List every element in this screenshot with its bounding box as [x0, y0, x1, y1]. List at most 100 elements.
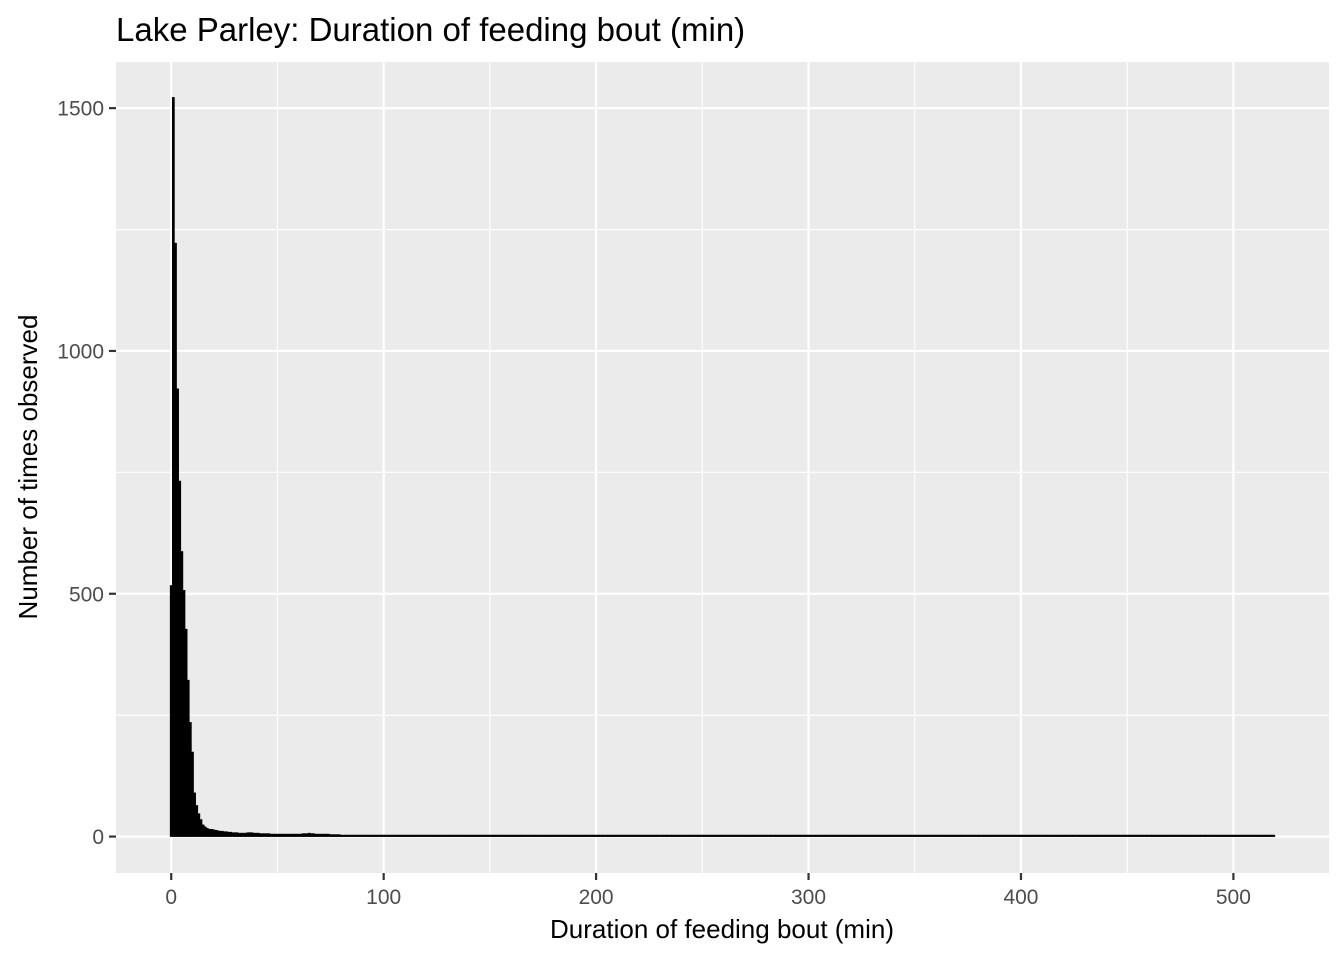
histogram-bar [1034, 834, 1038, 837]
histogram-bar [943, 834, 946, 837]
histogram-bar [382, 834, 386, 837]
histogram-bar [970, 834, 974, 837]
histogram-bar [904, 834, 908, 837]
histogram-bar [877, 834, 881, 837]
histogram-bar [488, 834, 492, 837]
histogram-bar [909, 834, 912, 837]
histogram-bar [499, 834, 502, 837]
histogram-bar [259, 833, 262, 837]
histogram-bar [747, 834, 751, 837]
histogram-bar [620, 834, 623, 837]
histogram-bar [514, 834, 517, 837]
histogram-bar [203, 826, 207, 837]
histogram-bar [932, 834, 936, 837]
histogram-bar [367, 834, 371, 837]
histogram-bar [188, 722, 192, 837]
histogram-bar [930, 834, 934, 837]
y-tick-label: 1000 [57, 340, 104, 363]
histogram-bar [186, 679, 190, 837]
histogram-bar [429, 834, 432, 837]
histogram-bar [1234, 834, 1237, 837]
histogram-bar [454, 834, 458, 837]
histogram-bar [535, 834, 538, 837]
histogram-bar [1219, 834, 1223, 837]
histogram-bar [199, 819, 203, 837]
histogram-bar [482, 834, 485, 837]
histogram-bar [690, 834, 694, 837]
histogram-bar [771, 834, 774, 837]
histogram-bar [964, 834, 968, 837]
histogram-bar [841, 834, 844, 837]
histogram-bar [717, 834, 721, 837]
histogram-bar [409, 834, 413, 837]
histogram-bar [847, 834, 851, 837]
histogram-bar [728, 834, 732, 837]
histogram-bar [511, 834, 515, 837]
histogram-bar [853, 834, 857, 837]
histogram-bar [344, 834, 347, 837]
histogram-bar [1202, 834, 1206, 837]
histogram-bar [473, 834, 477, 837]
histogram-bar [934, 834, 938, 837]
histogram-bar [630, 834, 634, 837]
histogram-bar [399, 834, 403, 837]
histogram-bar [892, 834, 895, 837]
histogram-bar [250, 832, 254, 837]
histogram-bar [1195, 834, 1199, 837]
histogram-bar [902, 834, 906, 837]
histogram-bar [828, 834, 832, 837]
histogram-bar [856, 834, 859, 837]
histogram-bar [966, 834, 970, 837]
histogram-bar [431, 834, 434, 837]
histogram-bar [1030, 834, 1033, 837]
histogram-bar [917, 834, 921, 837]
histogram-bar [960, 834, 963, 837]
histogram-bar [858, 834, 861, 837]
histogram-bar [541, 834, 545, 837]
histogram-bar [348, 834, 352, 837]
histogram-bar [866, 834, 870, 837]
histogram-bar [1121, 834, 1125, 837]
histogram-bar [263, 833, 267, 837]
histogram-bar [276, 833, 279, 837]
histogram-bar [231, 832, 235, 837]
histogram-bar [798, 834, 802, 837]
histogram-bar [505, 834, 509, 837]
histogram-bar [526, 834, 530, 837]
histogram-bar [1155, 834, 1159, 837]
histogram-bar [1021, 834, 1025, 837]
histogram-bar [985, 834, 989, 837]
histogram-bar [981, 834, 985, 837]
histogram-bar [1223, 834, 1227, 837]
histogram-bar [953, 834, 957, 837]
histogram-bar [1187, 834, 1191, 837]
histogram-bar [764, 834, 768, 837]
histogram-bar [1108, 834, 1112, 837]
histogram-bar [713, 834, 717, 837]
histogram-bar [832, 834, 836, 837]
histogram-bar [656, 834, 660, 837]
histogram-bar [267, 833, 271, 837]
histogram-bar [307, 832, 311, 837]
histogram-bar [575, 834, 579, 837]
x-tick-label: 400 [1003, 886, 1038, 909]
histogram-bar [346, 834, 349, 837]
histogram-bar [1064, 834, 1067, 837]
histogram-bar [745, 834, 749, 837]
histogram-bar [225, 831, 228, 837]
histogram-bar [615, 834, 619, 837]
minor-grid [116, 62, 1329, 873]
histogram-bar [1185, 834, 1189, 837]
y-axis: 0 500 1000 1500 [57, 98, 116, 849]
histogram-bar [1130, 834, 1133, 837]
histogram-bar [422, 834, 426, 837]
histogram-bar [958, 834, 961, 837]
histogram-bar [766, 834, 770, 837]
histogram-bar [1123, 834, 1127, 837]
histogram-bar [628, 834, 632, 837]
histogram-bar [698, 834, 702, 837]
histogram-bar [649, 834, 653, 837]
histogram-bar [779, 834, 783, 837]
histogram-bar [671, 834, 674, 837]
histogram-bar [460, 834, 464, 837]
